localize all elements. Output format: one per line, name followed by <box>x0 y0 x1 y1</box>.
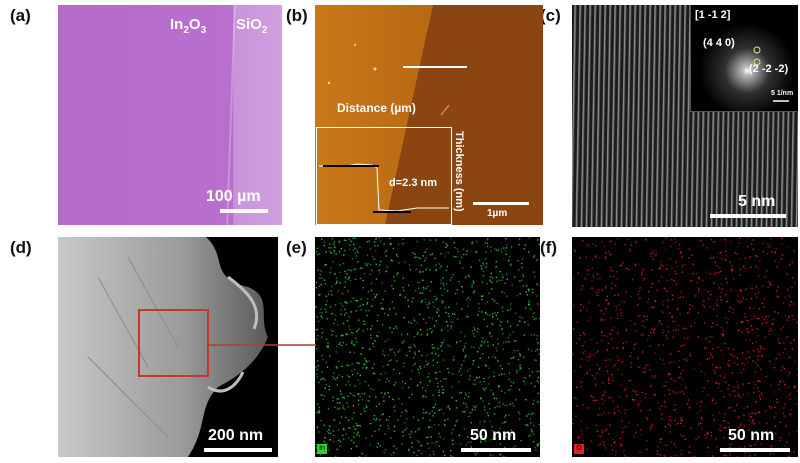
stem-image: 200 nm <box>58 237 278 457</box>
scale-bar-f <box>720 448 790 452</box>
in-signal-dots <box>315 237 540 457</box>
scale-bar-label-a: 100 µm <box>206 188 261 205</box>
afm-topography <box>315 5 543 225</box>
in2o3-label: In2O3 <box>170 16 207 36</box>
spot-2-2-2-label: (2 -2 -2) <box>749 63 789 75</box>
scale-bar-b <box>473 202 529 205</box>
scale-bar-a <box>220 209 268 213</box>
region-of-interest-box <box>138 309 209 377</box>
hrtem-image: [1 -1 2] (4 4 0) (2 -2 -2) 5 1/nm 5 nm <box>572 5 798 227</box>
stem-flake <box>58 237 268 457</box>
inset-x-axis-label: Distance (µm) <box>337 101 416 115</box>
scale-bar-c <box>710 214 786 218</box>
panel-label-b: (b) <box>286 6 308 25</box>
scale-bar-label-e: 50 nm <box>470 427 517 444</box>
panel-label-e: (e) <box>286 238 307 257</box>
scale-bar-e <box>461 448 531 452</box>
afm-image: Distance (µm) d=2.3 nm Thickness (nm) 1µ… <box>315 5 543 225</box>
fft-spots <box>753 46 789 102</box>
o-eds-map: O 50 nm <box>572 237 798 457</box>
scale-bar-label-f: 50 nm <box>728 427 775 444</box>
scale-bar-d <box>204 448 272 452</box>
height-profile-inset <box>316 127 452 225</box>
o-signal-dots <box>572 237 798 457</box>
inset-y-axis-label: Thickness (nm) <box>453 131 465 212</box>
scale-bar-label-c: 5 nm <box>738 193 776 210</box>
spot-440-label: (4 4 0) <box>703 37 735 49</box>
in-eds-map: In 50 nm <box>315 237 540 457</box>
panel-label-d: (d) <box>10 238 32 257</box>
zone-axis-label: [1 -1 2] <box>695 9 731 21</box>
o-legend: O <box>574 444 584 454</box>
panel-label-f: (f) <box>540 238 557 257</box>
panel-label-c: (c) <box>540 6 561 25</box>
thickness-annotation: d=2.3 nm <box>389 177 437 189</box>
in-legend: In <box>317 444 327 454</box>
panel-label-a: (a) <box>10 6 31 25</box>
scale-bar-label-d: 200 nm <box>208 427 264 444</box>
height-profile-plot <box>319 163 449 213</box>
fft-scale-label: 5 1/nm <box>771 90 794 97</box>
fft-inset: [1 -1 2] (4 4 0) (2 -2 -2) 5 1/nm <box>690 5 798 112</box>
scale-bar-label-b: 1µm <box>487 208 508 219</box>
sio2-label: SiO2 <box>236 16 268 36</box>
optical-micrograph: In2O3 SiO2 100 µm <box>58 5 282 225</box>
